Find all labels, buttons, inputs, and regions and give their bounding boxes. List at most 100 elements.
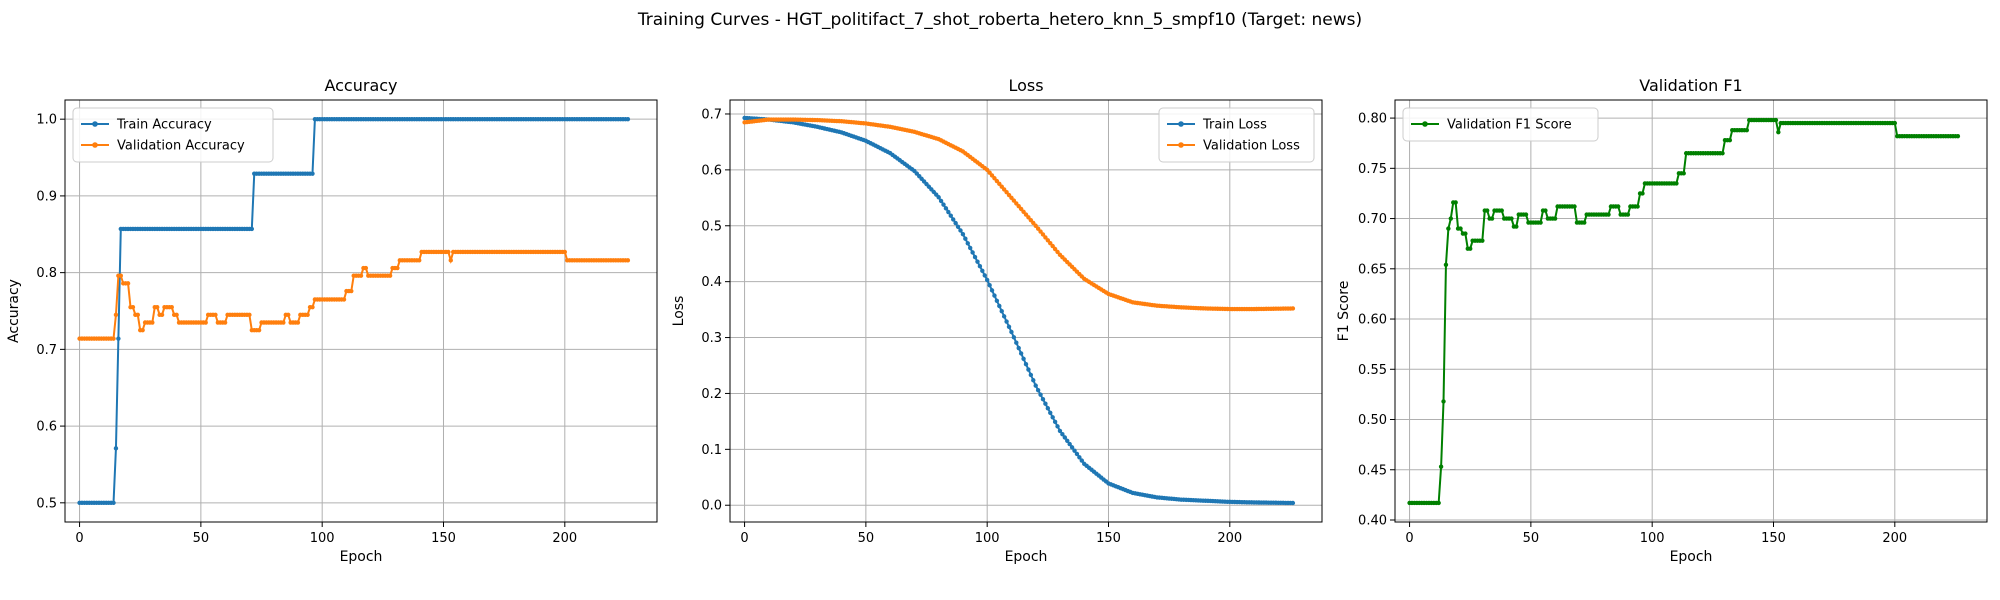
y-tick-label: 0.6 [36,420,57,435]
data-point [125,281,131,286]
data-point [111,500,116,506]
data-point [1489,216,1495,221]
data-point [1955,133,1961,139]
data-point [1453,200,1458,205]
x-tick-label: 200 [1882,531,1907,546]
chart-title: Validation F1 [1639,76,1742,95]
y-tick-label: 0.70 [1358,212,1387,227]
y-tick-label: 0.9 [36,189,57,204]
data-point [113,312,119,318]
legend-label: Validation F1 Score [1447,118,1572,133]
y-tick-label: 1.0 [36,113,57,128]
x-axis-label: Epoch [1005,549,1048,565]
data-point [358,273,364,278]
data-point [975,259,980,264]
data-point [387,273,393,278]
data-point [135,312,140,318]
data-point [1040,232,1046,237]
data-point [1635,204,1640,209]
data-point [395,265,400,271]
data-point [1582,220,1587,225]
y-axis-label: Loss [671,296,687,327]
data-point [1446,226,1451,231]
data-point [625,258,631,263]
data-point [118,273,124,278]
data-point [938,198,944,204]
x-tick-label: 100 [1640,531,1665,546]
data-point [958,228,963,233]
data-point [992,293,997,298]
data-point [1045,238,1051,243]
data-point [1048,241,1053,246]
data-point [203,320,208,325]
data-point [140,327,145,333]
data-point [625,116,631,122]
series-line [79,118,628,504]
legend: Train Accuracy Validation Accuracy [72,107,274,163]
data-point [1018,351,1024,356]
data-point [1065,438,1070,443]
data-point [1514,224,1519,229]
data-point [247,312,252,318]
data-point [1004,319,1009,324]
data-point [1011,335,1017,340]
data-point [249,226,255,232]
data-point [417,258,422,263]
data-point [1023,361,1029,367]
figure-suptitle: Training Curves - HGT_politifact_7_shot_… [637,10,1362,30]
series-2 [77,249,631,341]
data-point [1290,500,1296,506]
data-point [941,202,946,207]
data-point [989,288,995,293]
legend-box [1158,107,1315,163]
legend-label: Train Accuracy [116,118,212,133]
legend-label: Validation Accuracy [117,139,245,154]
data-point [943,206,949,211]
data-point [1606,212,1611,217]
y-tick-label: 0.4 [701,275,722,290]
legend-swatch-marker [92,121,98,127]
chart-panels: 0 50 100 150 200 0.5 0.6 0.7 0.8 0.9 1.0 Accuracy Ep… [6,76,1988,565]
data-point [1074,451,1080,457]
series-1 [77,116,631,506]
data-point [448,258,453,263]
legend-swatch-marker [1178,121,1184,127]
data-point [977,264,983,269]
data-point [946,209,951,215]
data-point [953,220,958,226]
data-point [562,249,567,255]
data-point [1069,445,1075,450]
data-point [1043,401,1048,406]
data-point [111,336,116,341]
series-line [79,250,628,340]
data-point [1048,410,1053,415]
data-point [116,336,121,341]
x-tick-label: 100 [310,531,335,546]
data-point [1050,243,1055,249]
data-point [1438,464,1444,469]
data-point [1026,367,1031,372]
data-point [951,217,956,222]
data-point [960,231,966,237]
data-point [1055,249,1060,255]
data-point [169,304,174,310]
data-point [970,250,975,255]
data-point [1035,226,1041,231]
y-tick-label: 0.8 [36,266,57,281]
data-point [295,320,301,325]
data-point [1009,329,1014,335]
y-tick-label: 0.3 [701,331,722,346]
y-tick-label: 0.80 [1358,112,1387,127]
data-point [305,312,310,318]
data-point [1616,204,1621,209]
y-tick-label: 0.60 [1358,313,1387,328]
data-point [130,304,136,310]
x-axis-label: Epoch [1670,549,1713,565]
data-point [281,320,286,325]
data-point [1045,406,1051,411]
x-tick-label: 150 [1096,531,1121,546]
data-point [1040,397,1046,402]
data-point [1776,129,1781,135]
x-tick-label: 0 [1405,531,1413,546]
y-tick-label: 0.75 [1358,162,1387,177]
